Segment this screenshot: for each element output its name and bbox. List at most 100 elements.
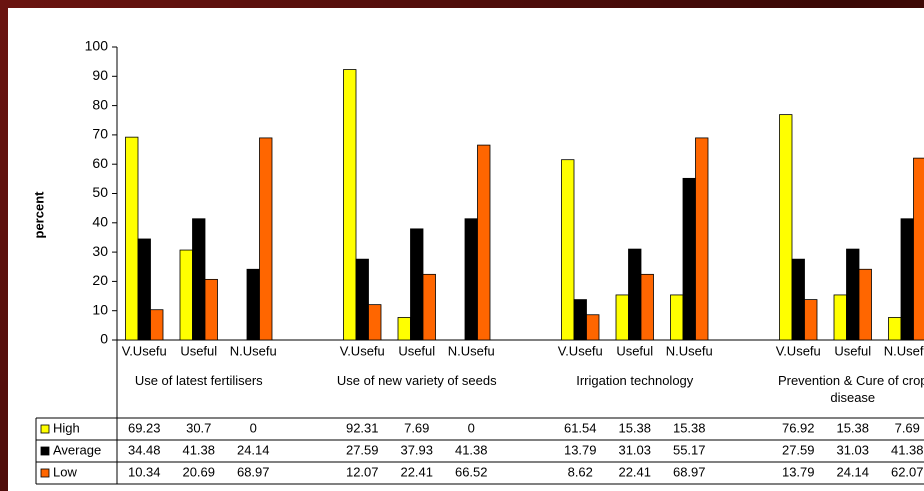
bar [246,268,260,341]
x-tick-label: V.Usefu [558,343,603,358]
table-value: 7.69 [895,420,920,435]
x-tick-label: V.Usefu [340,343,385,358]
bar [779,114,793,341]
legend-label: Low [53,464,77,479]
table-value: 41.38 [891,442,924,457]
table-value: 37.93 [400,442,433,457]
x-tick-label: V.Usefu [776,343,821,358]
y-tick-label: 20 [92,272,108,288]
bar [397,317,411,341]
table-value: 10.34 [128,464,161,479]
table-value: 30.7 [186,420,211,435]
x-tick-label: Useful [834,343,871,358]
table-value: 92.31 [346,420,379,435]
table-value: 41.38 [455,442,488,457]
bar [368,304,382,341]
bar [888,317,902,341]
table-value: 27.59 [346,442,379,457]
table-value: 20.69 [182,464,215,479]
table-value: 24.14 [237,442,270,457]
bar [640,273,654,341]
table-value: 61.54 [564,420,597,435]
legend-label: Average [53,442,101,457]
table-value: 76.92 [782,420,815,435]
bar [259,137,273,341]
table-value: 22.41 [400,464,433,479]
table-value: 55.17 [673,442,706,457]
table-value: 41.38 [182,442,215,457]
y-tick-label: 40 [92,214,108,230]
table-value: 12.07 [346,464,379,479]
bar [422,273,436,341]
bar [561,159,575,341]
x-tick-label: Useful [180,343,217,358]
bar [343,69,357,341]
bar [913,157,924,341]
x-tick-label: Useful [398,343,435,358]
y-tick-label: 30 [92,243,108,259]
x-tick-label: Useful [616,343,653,358]
table-value: 34.48 [128,442,161,457]
table-value: 15.38 [673,420,706,435]
bar [833,294,847,341]
bar [586,314,600,341]
group-label: Prevention & Cure of crop disease [777,373,924,405]
table-value: 62.07 [891,464,924,479]
bar [464,218,478,341]
y-axis-label: percent [31,191,46,239]
bar [355,258,369,341]
table-value: 13.79 [564,442,597,457]
legend-swatch [40,446,50,456]
y-tick-label: 100 [85,38,109,54]
y-tick-label: 50 [92,184,108,200]
table-value: 31.03 [618,442,651,457]
bar [410,228,424,341]
bar [179,249,193,341]
table-value: 66.52 [455,464,488,479]
bar [615,294,629,341]
table-value: 7.69 [404,420,429,435]
bar [192,218,206,341]
group-label: Use of new variety of seeds [336,373,497,388]
bar [670,294,684,341]
bar [150,309,164,341]
table-value: 27.59 [782,442,815,457]
x-tick-label: N.Usefu [666,343,713,358]
table-value: 0 [250,420,257,435]
y-tick-label: 10 [92,301,108,317]
table-value: 15.38 [836,420,869,435]
bar [804,299,818,341]
group-label: Irrigation technology [576,373,694,388]
table-value: 68.97 [673,464,706,479]
x-tick-label: N.Usefu [884,343,924,358]
x-tick-label: V.Usefu [122,343,167,358]
bar [477,144,491,341]
bar [858,268,872,341]
table-value: 22.41 [618,464,651,479]
table-value: 24.14 [836,464,869,479]
table-value: 0 [468,420,475,435]
bar [137,238,151,341]
table-value: 13.79 [782,464,815,479]
table-value: 15.38 [618,420,651,435]
x-tick-label: N.Usefu [448,343,495,358]
bar [204,278,218,341]
legend-swatch [40,468,50,478]
bar [628,248,642,341]
y-tick-label: 0 [100,331,108,347]
y-tick-label: 80 [92,96,108,112]
table-value: 69.23 [128,420,161,435]
legend-swatch [40,424,50,434]
table-value: 31.03 [836,442,869,457]
x-tick-label: N.Usefu [230,343,277,358]
table-value: 68.97 [237,464,270,479]
y-tick-label: 90 [92,67,108,83]
bar [900,218,914,341]
bar [846,248,860,341]
bar [573,299,587,341]
group-label: Use of latest fertilisers [134,373,263,388]
table-value: 8.62 [568,464,593,479]
y-tick-label: 60 [92,155,108,171]
